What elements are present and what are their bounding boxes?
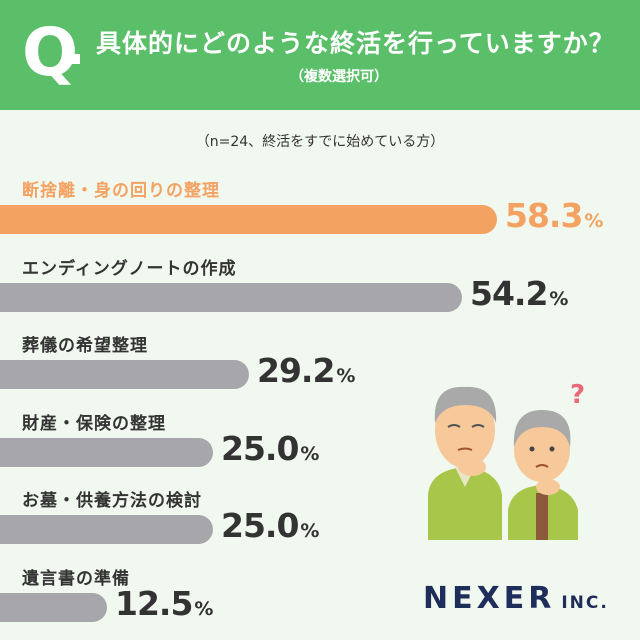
value-label: 58.3%: [505, 196, 603, 235]
category-label: 財産・保険の整理: [22, 413, 166, 434]
value-label: 54.2%: [470, 274, 568, 313]
value-unit: %: [300, 520, 320, 542]
category-label: お墓・供養方法の検討: [22, 491, 202, 511]
question-header: Q 具体的にどのような終活を行っていますか？ （複数選択可）: [0, 0, 640, 110]
value-number: 12.5: [115, 583, 193, 623]
bar: [0, 282, 462, 312]
bar: [0, 360, 249, 389]
logo-suffix: INC.: [561, 593, 609, 613]
value-unit: %: [549, 287, 569, 310]
company-logo: NEXER INC.: [423, 581, 609, 616]
value-unit: %: [300, 442, 320, 465]
value-number: 54.2: [470, 273, 548, 313]
value-number: 29.2: [257, 351, 335, 390]
elderly-couple-thinking-icon: ?: [428, 380, 585, 540]
value-unit: %: [336, 365, 356, 387]
q-dot: [70, 54, 80, 64]
category-label: エンディングノートの作成: [22, 258, 237, 279]
sample-note: （n=24、終活をすでに始めている方）: [195, 134, 445, 150]
value-label: 12.5%: [115, 584, 213, 623]
value-number: 58.3: [505, 196, 583, 235]
multiple-choice-note: （複数選択可）: [290, 69, 388, 85]
category-label: 遺言書の準備: [22, 568, 130, 589]
question-mark-icon: ?: [570, 380, 585, 410]
value-number: 25.0: [221, 506, 299, 545]
value-unit: %: [194, 597, 214, 620]
category-label: 葬儀の希望整理: [22, 336, 148, 356]
value-label: 29.2%: [257, 351, 355, 390]
value-number: 25.0: [221, 428, 299, 468]
bar: [0, 437, 213, 467]
value-label: 25.0%: [221, 506, 319, 545]
bar: [0, 205, 497, 234]
q-mark: Q: [22, 14, 79, 91]
question-text: 具体的にどのような終活を行っていますか？: [96, 29, 615, 58]
category-label: 断捨離・身の回りの整理: [22, 181, 220, 201]
logo-name: NEXER: [423, 581, 556, 616]
bar: [0, 592, 107, 622]
bar: [0, 515, 213, 544]
value-label: 25.0%: [221, 429, 319, 468]
value-unit: %: [584, 210, 604, 232]
